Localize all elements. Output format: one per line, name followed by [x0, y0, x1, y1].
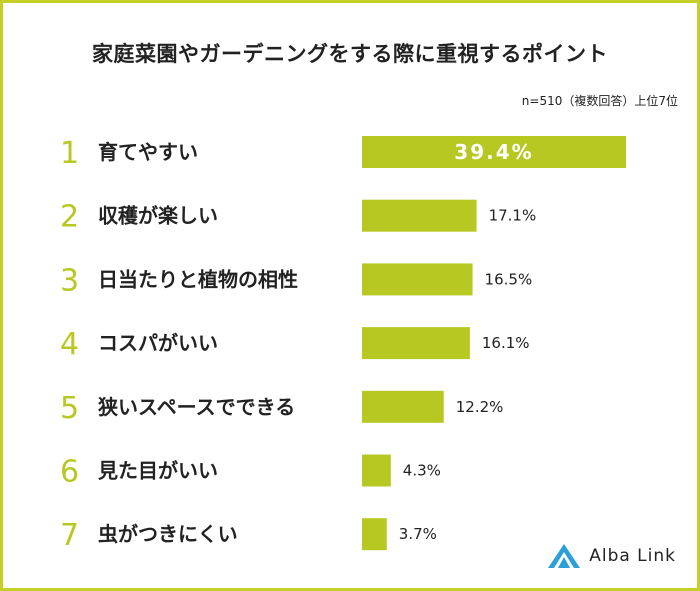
value-label: 17.1%: [489, 207, 537, 225]
rank-number: 4: [60, 327, 79, 362]
chart-subtitle: n=510（複数回答）上位7位: [521, 94, 678, 108]
rank-number: 6: [60, 455, 79, 490]
chart-title: 家庭菜園やガーデニングをする際に重視するポイント: [92, 42, 608, 66]
category-label: 見た目がいい: [98, 459, 218, 483]
value-label: 39.4%: [454, 140, 533, 164]
category-label: 収穫が楽しい: [98, 204, 218, 228]
brand-logo-text: Alba Link: [589, 546, 676, 566]
value-label: 12.2%: [456, 398, 504, 416]
category-label: 虫がつきにくい: [98, 522, 238, 546]
alba-link-triangle-icon: [548, 544, 581, 568]
bar: [362, 199, 477, 232]
category-label: 狭いスペースでできる: [97, 395, 295, 419]
brand-logo: Alba Link: [547, 543, 676, 569]
bar: [362, 518, 387, 551]
bar: [362, 263, 473, 296]
value-label: 16.1%: [482, 334, 530, 352]
value-label: 16.5%: [485, 270, 533, 288]
bar: [362, 327, 470, 360]
bar: [362, 136, 626, 168]
rank-number: 1: [60, 136, 79, 171]
category-label: 日当たりと植物の相性: [98, 267, 298, 291]
value-label: 4.3%: [403, 462, 441, 480]
bar: [362, 390, 444, 423]
category-label: 育てやすい: [98, 140, 198, 164]
value-label: 3.7%: [399, 525, 437, 543]
rank-number: 2: [60, 200, 79, 235]
bar: [362, 454, 391, 487]
rank-number: 3: [60, 263, 79, 298]
rank-number: 7: [60, 518, 79, 553]
category-label: コスパがいい: [98, 331, 218, 355]
rank-number: 5: [60, 391, 79, 426]
